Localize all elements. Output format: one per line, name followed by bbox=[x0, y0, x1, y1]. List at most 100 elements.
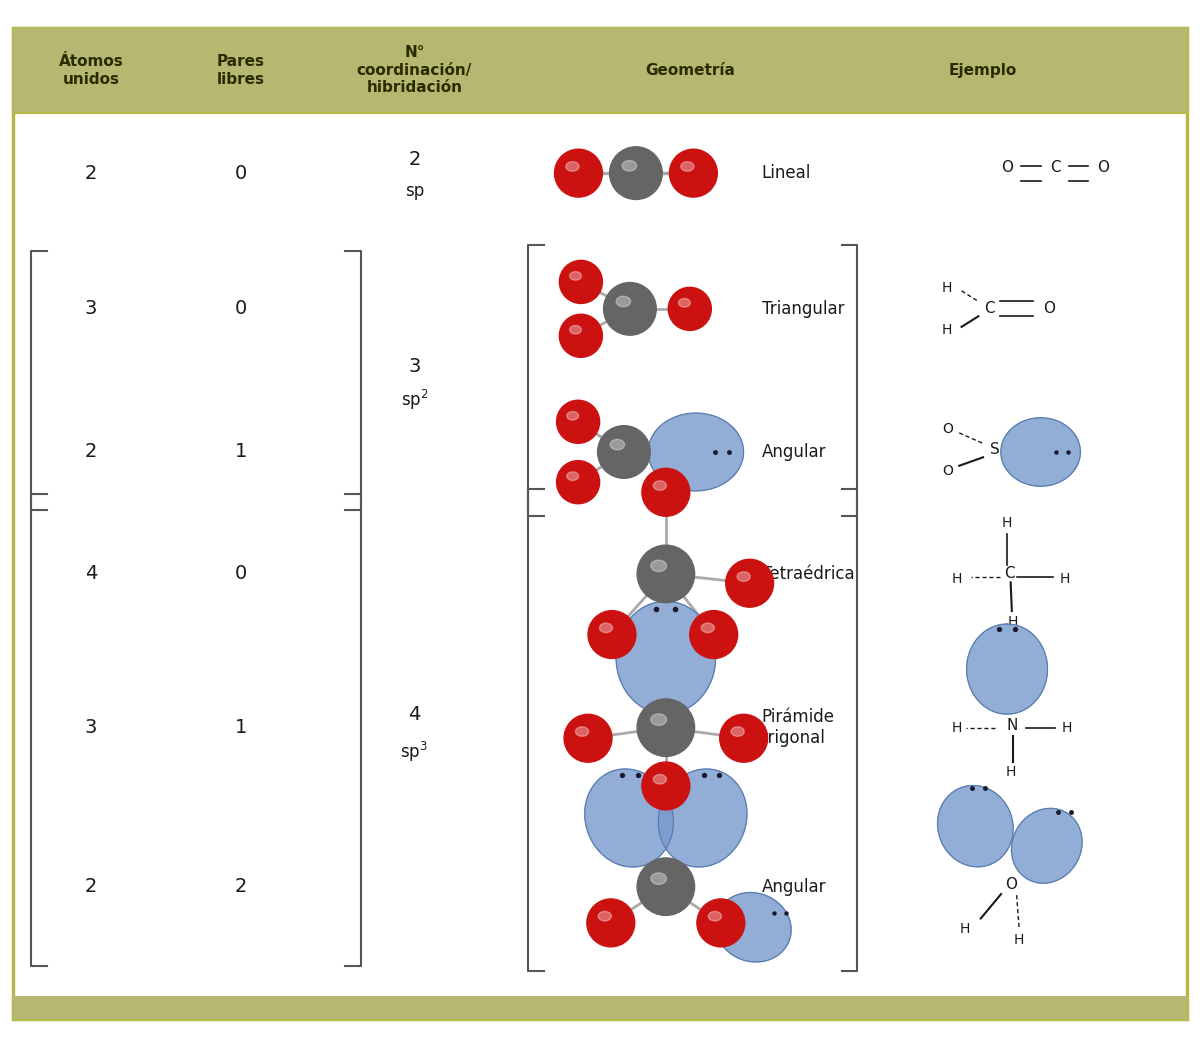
Polygon shape bbox=[584, 769, 673, 867]
Text: Geometría: Geometría bbox=[644, 63, 734, 78]
Text: sp: sp bbox=[404, 182, 424, 200]
Text: 2: 2 bbox=[85, 164, 97, 183]
Text: 2: 2 bbox=[235, 877, 247, 896]
Ellipse shape bbox=[610, 439, 625, 450]
Ellipse shape bbox=[680, 162, 694, 171]
Text: N: N bbox=[1006, 718, 1018, 733]
Polygon shape bbox=[1012, 808, 1082, 883]
Ellipse shape bbox=[559, 315, 602, 357]
Ellipse shape bbox=[637, 698, 695, 757]
Polygon shape bbox=[616, 602, 715, 714]
Ellipse shape bbox=[622, 161, 636, 171]
Polygon shape bbox=[648, 414, 744, 491]
Text: H: H bbox=[1002, 516, 1013, 530]
Ellipse shape bbox=[650, 714, 666, 725]
Ellipse shape bbox=[737, 572, 750, 581]
Text: 1: 1 bbox=[235, 442, 247, 461]
Text: 2: 2 bbox=[85, 877, 97, 896]
Polygon shape bbox=[966, 624, 1048, 714]
Text: Pirámide
trigonal: Pirámide trigonal bbox=[762, 708, 835, 747]
Text: C: C bbox=[1004, 567, 1015, 581]
Ellipse shape bbox=[642, 469, 690, 517]
Ellipse shape bbox=[576, 727, 589, 737]
Text: Lineal: Lineal bbox=[762, 164, 811, 182]
Text: 0: 0 bbox=[235, 300, 247, 318]
Text: Angular: Angular bbox=[762, 443, 826, 461]
Text: 3: 3 bbox=[85, 300, 97, 318]
Text: C: C bbox=[984, 301, 995, 317]
Ellipse shape bbox=[557, 460, 600, 504]
Ellipse shape bbox=[701, 623, 714, 632]
Ellipse shape bbox=[570, 271, 582, 281]
Ellipse shape bbox=[588, 610, 636, 658]
Text: Átomos
unidos: Átomos unidos bbox=[59, 54, 124, 86]
Ellipse shape bbox=[670, 149, 718, 197]
Ellipse shape bbox=[616, 297, 630, 307]
Text: 4: 4 bbox=[408, 705, 421, 724]
Text: 4: 4 bbox=[85, 564, 97, 584]
Text: H: H bbox=[952, 721, 962, 735]
Text: H: H bbox=[1008, 614, 1019, 628]
Ellipse shape bbox=[637, 858, 695, 915]
Text: O: O bbox=[1097, 161, 1109, 175]
Text: S: S bbox=[990, 442, 1000, 457]
Ellipse shape bbox=[587, 899, 635, 947]
Text: H: H bbox=[1062, 721, 1072, 735]
Text: Pares
libres: Pares libres bbox=[217, 54, 265, 86]
Text: 2: 2 bbox=[85, 442, 97, 461]
Ellipse shape bbox=[726, 559, 774, 607]
Ellipse shape bbox=[650, 873, 666, 884]
Ellipse shape bbox=[598, 425, 650, 478]
Text: H: H bbox=[942, 281, 953, 294]
Ellipse shape bbox=[690, 610, 738, 658]
Text: Angular: Angular bbox=[762, 878, 826, 896]
Ellipse shape bbox=[564, 714, 612, 762]
Text: O: O bbox=[1004, 877, 1016, 892]
Ellipse shape bbox=[566, 472, 578, 480]
Ellipse shape bbox=[557, 401, 600, 443]
Ellipse shape bbox=[570, 325, 582, 334]
Text: Triangular: Triangular bbox=[762, 300, 844, 318]
Ellipse shape bbox=[566, 162, 580, 171]
Ellipse shape bbox=[653, 480, 666, 490]
Text: 0: 0 bbox=[235, 564, 247, 584]
Ellipse shape bbox=[720, 714, 768, 762]
Text: C: C bbox=[1050, 161, 1061, 175]
Ellipse shape bbox=[678, 299, 690, 307]
Text: N°
coordinación/
hibridación: N° coordinación/ hibridación bbox=[356, 46, 472, 96]
Polygon shape bbox=[1001, 418, 1080, 486]
Text: O: O bbox=[1043, 301, 1055, 317]
Text: 1: 1 bbox=[235, 719, 247, 737]
Text: O: O bbox=[1001, 161, 1013, 175]
Ellipse shape bbox=[653, 775, 666, 784]
Text: O: O bbox=[942, 465, 953, 478]
Ellipse shape bbox=[668, 287, 712, 331]
Ellipse shape bbox=[637, 545, 695, 603]
Polygon shape bbox=[937, 786, 1013, 866]
Ellipse shape bbox=[650, 560, 666, 572]
Ellipse shape bbox=[642, 762, 690, 810]
Text: Tetraédrica: Tetraédrica bbox=[762, 564, 854, 583]
Ellipse shape bbox=[697, 899, 745, 947]
Ellipse shape bbox=[604, 283, 656, 335]
Text: Ejemplo: Ejemplo bbox=[949, 63, 1018, 78]
Text: H: H bbox=[942, 323, 953, 337]
Ellipse shape bbox=[599, 911, 612, 921]
Ellipse shape bbox=[708, 911, 721, 921]
Text: 3: 3 bbox=[85, 719, 97, 737]
Text: O: O bbox=[942, 422, 953, 436]
FancyBboxPatch shape bbox=[13, 28, 1187, 113]
Ellipse shape bbox=[566, 411, 578, 420]
Ellipse shape bbox=[731, 727, 744, 737]
Text: 3: 3 bbox=[408, 357, 421, 376]
Ellipse shape bbox=[610, 147, 662, 200]
Text: H: H bbox=[960, 922, 971, 937]
Ellipse shape bbox=[554, 149, 602, 197]
Text: sp$^2$: sp$^2$ bbox=[401, 387, 428, 411]
Text: H: H bbox=[1006, 765, 1016, 779]
Text: 0: 0 bbox=[235, 164, 247, 183]
Text: H: H bbox=[952, 572, 962, 586]
Ellipse shape bbox=[600, 623, 612, 632]
Text: H: H bbox=[1014, 932, 1025, 947]
Ellipse shape bbox=[559, 260, 602, 303]
